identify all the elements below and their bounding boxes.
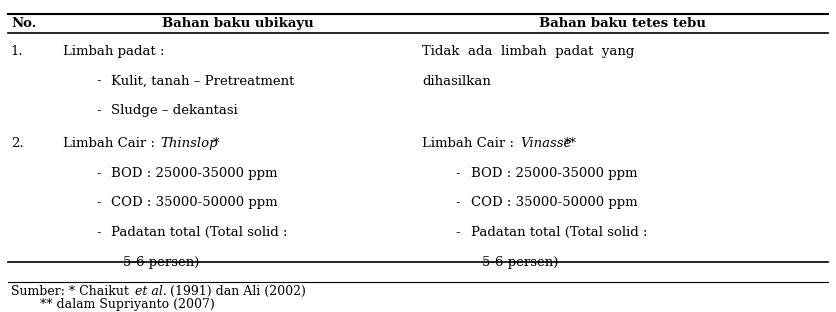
Text: 2.: 2.: [11, 137, 23, 150]
Text: -: -: [456, 226, 461, 239]
Text: BOD : 25000-35000 ppm: BOD : 25000-35000 ppm: [111, 167, 278, 180]
Text: Bahan baku tetes tebu: Bahan baku tetes tebu: [539, 17, 706, 30]
Text: COD : 35000-50000 ppm: COD : 35000-50000 ppm: [111, 196, 278, 209]
Text: 5-6 persen): 5-6 persen): [123, 256, 199, 269]
Text: -: -: [96, 167, 101, 180]
Text: et al.: et al.: [135, 285, 166, 298]
Text: Kulit, tanah – Pretreatment: Kulit, tanah – Pretreatment: [111, 75, 294, 88]
Text: -: -: [456, 167, 461, 180]
Text: (1991) dan Ali (2002): (1991) dan Ali (2002): [166, 285, 305, 298]
Text: Vinasse: Vinasse: [520, 137, 571, 150]
Text: Limbah padat :: Limbah padat :: [63, 45, 164, 58]
Text: Tidak  ada  limbah  padat  yang: Tidak ada limbah padat yang: [422, 45, 635, 58]
Text: 5-6 persen): 5-6 persen): [482, 256, 558, 269]
Text: Sumber: * Chaikut: Sumber: * Chaikut: [11, 285, 137, 298]
Text: Padatan total (Total solid :: Padatan total (Total solid :: [471, 226, 647, 239]
Text: ** dalam Supriyanto (2007): ** dalam Supriyanto (2007): [40, 298, 215, 311]
Text: Thinslop: Thinslop: [161, 137, 218, 150]
Text: BOD : 25000-35000 ppm: BOD : 25000-35000 ppm: [471, 167, 637, 180]
Text: **: **: [564, 137, 578, 150]
Text: -: -: [96, 196, 101, 209]
Text: Limbah Cair :: Limbah Cair :: [422, 137, 518, 150]
Text: Limbah Cair :: Limbah Cair :: [63, 137, 159, 150]
Text: -: -: [96, 75, 101, 88]
Text: 1.: 1.: [11, 45, 23, 58]
Text: Sludge – dekantasi: Sludge – dekantasi: [111, 104, 238, 117]
Text: Padatan total (Total solid :: Padatan total (Total solid :: [111, 226, 288, 239]
Text: *: *: [212, 137, 219, 150]
Text: -: -: [96, 104, 101, 117]
Text: Bahan baku ubikayu: Bahan baku ubikayu: [162, 17, 314, 30]
Text: COD : 35000-50000 ppm: COD : 35000-50000 ppm: [471, 196, 637, 209]
Text: -: -: [96, 226, 101, 239]
Text: No.: No.: [11, 17, 36, 30]
Text: -: -: [456, 196, 461, 209]
Text: dihasilkan: dihasilkan: [422, 75, 491, 88]
